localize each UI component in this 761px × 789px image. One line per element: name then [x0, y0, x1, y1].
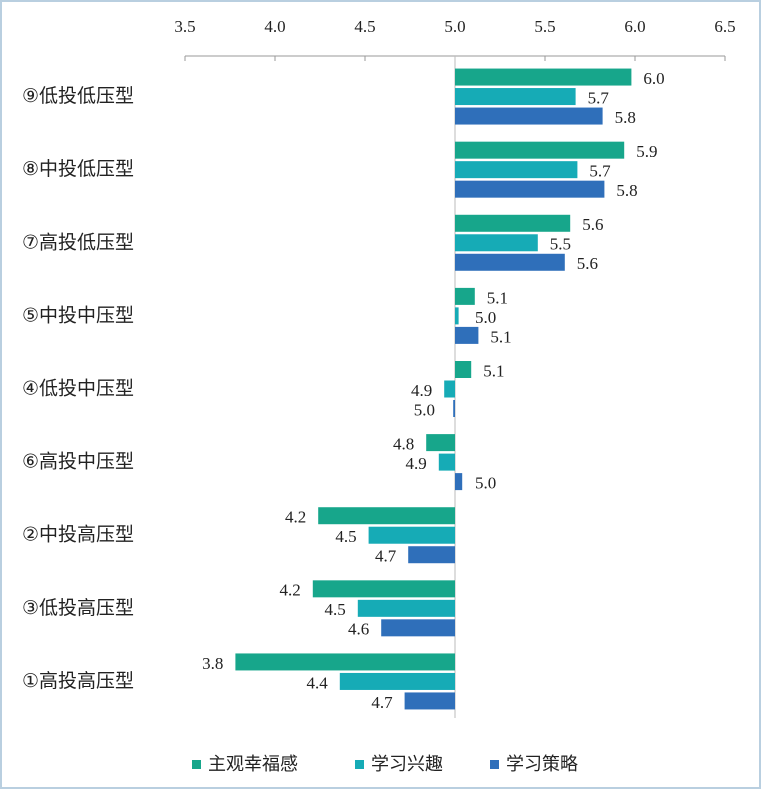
- bar: [455, 326, 479, 344]
- bar: [455, 473, 463, 491]
- x-tick-label: 5.0: [444, 17, 465, 36]
- value-label: 3.8: [202, 654, 223, 673]
- x-tick-label: 6.5: [714, 17, 735, 36]
- value-label: 5.6: [582, 215, 603, 234]
- x-tick-label: 4.0: [264, 17, 285, 36]
- value-label: 5.0: [475, 308, 496, 327]
- category-label: ⑤中投中压型: [22, 304, 134, 326]
- bar: [455, 307, 459, 325]
- value-label: 4.7: [371, 693, 393, 712]
- value-label: 5.9: [636, 142, 657, 161]
- value-label: 4.9: [406, 454, 427, 473]
- bar: [312, 580, 455, 598]
- bar: [455, 214, 571, 232]
- value-label: 5.7: [588, 88, 610, 107]
- legend-marker: [192, 760, 201, 769]
- category-label: ⑧中投低压型: [22, 158, 134, 180]
- value-label: 5.7: [589, 162, 611, 181]
- bar: [455, 107, 603, 125]
- value-label: 4.2: [280, 581, 301, 600]
- value-label: 5.5: [550, 235, 571, 254]
- bar: [318, 507, 455, 525]
- value-label: 6.0: [643, 69, 664, 88]
- legend-label: 学习策略: [506, 754, 578, 775]
- category-label: ③低投高压型: [22, 597, 134, 619]
- category-label: ⑦高投低压型: [22, 231, 134, 253]
- value-label: 5.1: [487, 288, 508, 307]
- value-label: 5.8: [616, 181, 637, 200]
- bar: [444, 380, 455, 398]
- bar: [455, 141, 625, 159]
- bar: [455, 287, 475, 305]
- value-label: 4.5: [335, 527, 356, 546]
- bar: [455, 253, 565, 271]
- value-label: 5.0: [475, 474, 496, 493]
- category-label: ②中投高压型: [22, 524, 134, 546]
- value-label: 5.6: [577, 254, 598, 273]
- bar: [455, 234, 538, 252]
- category-label: ⑥高投中压型: [22, 451, 134, 473]
- value-label: 5.0: [414, 400, 435, 419]
- legend-marker: [355, 760, 364, 769]
- bar: [368, 526, 455, 544]
- category-label: ④低投中压型: [22, 378, 134, 400]
- bar: [408, 546, 455, 564]
- category-label: ⑨低投低压型: [22, 85, 134, 107]
- value-label: 5.1: [490, 327, 511, 346]
- bar: [455, 68, 632, 86]
- value-label: 4.4: [307, 673, 329, 692]
- bar: [455, 361, 472, 378]
- x-tick-label: 3.5: [174, 17, 195, 36]
- value-label: 4.5: [325, 600, 346, 619]
- legend-label: 学习兴趣: [371, 754, 443, 775]
- value-label: 4.7: [375, 547, 397, 566]
- bar: [426, 434, 455, 452]
- x-tick-label: 5.5: [534, 17, 555, 36]
- value-label: 4.6: [348, 620, 369, 639]
- bar: [381, 619, 455, 637]
- value-label: 5.1: [483, 361, 504, 380]
- bar: [455, 88, 576, 106]
- bar: [438, 453, 455, 471]
- category-label: ①高投高压型: [22, 670, 134, 692]
- bar: [455, 180, 605, 198]
- bar: [455, 161, 578, 179]
- bar: [357, 599, 455, 617]
- x-tick-label: 6.0: [624, 17, 645, 36]
- bar: [235, 653, 455, 671]
- bar: [404, 692, 455, 710]
- bar: [339, 672, 455, 690]
- legend-marker: [490, 760, 499, 769]
- legend-label: 主观幸福感: [208, 754, 298, 775]
- bar: [453, 400, 455, 417]
- value-label: 5.8: [615, 108, 636, 127]
- value-label: 4.9: [411, 381, 432, 400]
- value-label: 4.2: [285, 508, 306, 527]
- value-label: 4.8: [393, 435, 414, 454]
- x-tick-label: 4.5: [354, 17, 375, 36]
